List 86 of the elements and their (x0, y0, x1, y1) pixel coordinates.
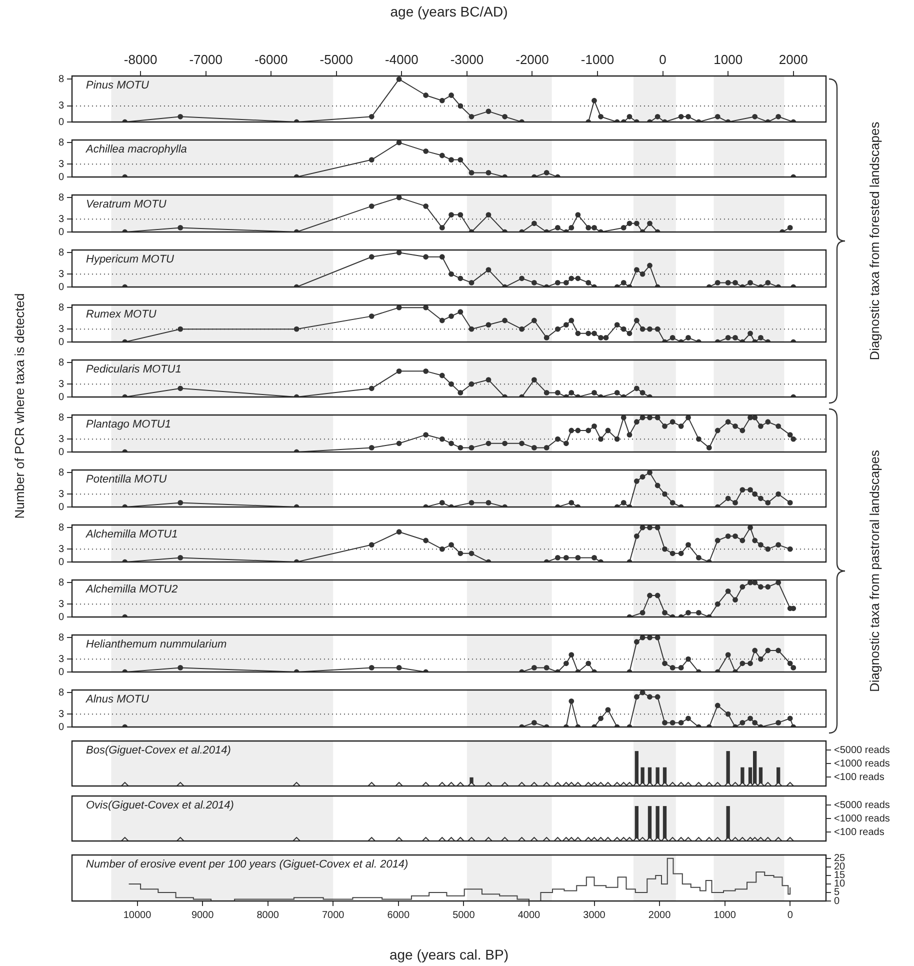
y-tick-label: 8 (58, 412, 64, 424)
chart-title: Pedicularis MOTU1 (86, 364, 182, 376)
y-tick-label: 3 (58, 268, 64, 280)
x-tick-label: 1000 (714, 910, 736, 921)
chart-title: Alchemilla MOTU2 (85, 584, 178, 596)
x2-tick-label: -6000 (254, 52, 288, 67)
text: <100 reads (834, 772, 884, 783)
x-tick-label: 2000 (648, 910, 672, 921)
y-tick-label: 0 (58, 336, 64, 348)
y-tick-label: 0 (58, 612, 64, 623)
y-tick-label: 3 (58, 158, 64, 170)
chart-title: Bos(Giguet-Covex et al.2014) (86, 744, 232, 757)
x-axis-title: age (years cal. BP) (389, 946, 509, 962)
y-tick-label: 0 (58, 666, 64, 678)
x2-tick-label: 1000 (714, 52, 743, 67)
y-tick-label: 8 (58, 522, 64, 534)
y-tick-label: 3 (58, 654, 64, 665)
chart-title: Veratrum MOTU (86, 198, 166, 211)
text: Diagnostic taxa from forested landscapes (866, 120, 883, 362)
text: <5000 reads (834, 744, 890, 756)
x2-axis-title: age (years BC/AD) (390, 3, 508, 20)
y-tick-label: 0 (58, 172, 64, 183)
y-tick-label: 8 (58, 467, 64, 478)
x2-tick-label: -2000 (516, 52, 549, 67)
chart-title: Alchemilla MOTU1 (85, 528, 178, 541)
chart-title: Number of erosive event per 100 years (Giguet-Covex et al. 2014) (86, 858, 409, 871)
chart-title: Hypericum MOTU (86, 254, 174, 266)
x2-tick-label: -5000 (320, 52, 354, 67)
y-tick-label: 8 (58, 302, 64, 314)
text: <100 reads (834, 826, 884, 838)
chart-title: Pinus MOTU (86, 80, 150, 92)
y-tick-label: 0 (58, 282, 64, 293)
x-tick-label: 3000 (583, 910, 606, 921)
y-tick-label: 8 (58, 74, 64, 85)
chart-title: Plantago MOTU1 (86, 418, 171, 431)
x-tick-label: 4000 (518, 910, 541, 921)
text: <1000 reads (834, 758, 890, 770)
y-axis-title: Number of PCR where taxa is detected (11, 292, 28, 521)
y-tick-label: 3 (58, 488, 64, 500)
chart-title: Achillea macrophylla (85, 144, 187, 156)
y-tick-label: 3 (58, 324, 64, 335)
y-tick-label: 3 (58, 214, 64, 225)
y-tick-label: 0 (58, 392, 64, 403)
y-tick-label: 3 (58, 544, 64, 555)
y-tick-label: 3 (58, 378, 64, 390)
x2-tick-label: -7000 (189, 52, 222, 67)
text: <5000 reads (834, 800, 890, 811)
x2-tick-label: -1000 (580, 52, 614, 67)
y-tick-label: 8 (58, 192, 64, 204)
y2-tick-label: 5 (834, 887, 840, 898)
y-tick-label: 0 (58, 226, 64, 238)
x2-tick-label: -8000 (124, 52, 158, 67)
y-tick-label: 8 (58, 632, 64, 644)
x2-tick-label: 0 (659, 52, 666, 67)
x-tick-label: 5000 (452, 910, 476, 921)
x-tick-label: 7000 (322, 910, 345, 921)
y-tick-label: 0 (58, 556, 64, 568)
text: Diagnostic taxa from pastroral landscapes (867, 450, 882, 692)
chart-title: Rumex MOTU (86, 308, 156, 321)
y-tick-label: 3 (58, 708, 64, 720)
y2-tick-label: 0 (834, 896, 840, 907)
y-tick-label: 8 (58, 247, 64, 258)
x-tick-label: 10000 (123, 910, 152, 921)
chart-title: Ovis(Giguet-Covex et al.2014) (86, 800, 234, 812)
x2-tick-label: 2000 (778, 52, 808, 67)
x-tick-label: 8000 (256, 910, 280, 921)
y-tick-label: 0 (58, 116, 64, 128)
y-tick-label: 3 (58, 434, 64, 445)
y-tick-label: 8 (58, 357, 64, 368)
y-tick-label: 8 (58, 137, 64, 148)
chart-title: Alnus MOTU (85, 694, 150, 706)
text: <1000 reads (834, 813, 890, 824)
y-tick-label: 0 (58, 502, 64, 513)
x-tick-label: 9000 (191, 910, 214, 921)
y-tick-label: 3 (58, 100, 64, 112)
y-tick-label: 0 (58, 446, 64, 458)
chart-title: Potentilla MOTU (86, 474, 167, 486)
x-tick-label: 0 (787, 910, 794, 921)
y-tick-label: 0 (58, 722, 64, 733)
x2-tick-label: -4000 (385, 52, 418, 67)
x-tick-label: 6000 (387, 910, 410, 921)
y-tick-label: 8 (58, 687, 64, 698)
x2-tick-label: -3000 (450, 52, 484, 67)
y-tick-label: 3 (58, 598, 64, 610)
y-tick-label: 8 (58, 577, 64, 588)
chart-title: Helianthemum nummularium (86, 638, 227, 651)
